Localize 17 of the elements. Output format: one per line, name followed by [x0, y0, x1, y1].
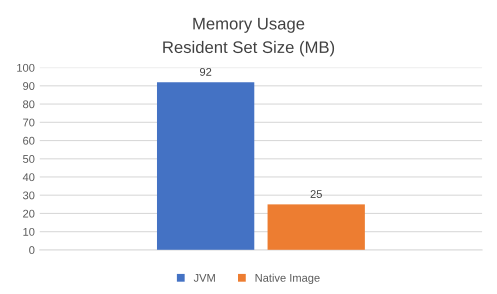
y-tick-label: 30	[22, 191, 34, 200]
legend-label: Native Image	[256, 274, 320, 284]
y-tick-label: 60	[23, 136, 34, 145]
y-tick-label: 40	[22, 173, 34, 182]
legend-label: JVM	[194, 274, 215, 282]
y-tick-label: 10	[23, 228, 34, 236]
y-tick-label: 80	[23, 100, 34, 108]
chart-subtitle: Resident Set Size (MB)	[163, 40, 334, 56]
y-tick-label: 70	[23, 118, 34, 126]
chart-title: Memory Usage	[193, 18, 304, 33]
data-label: 92	[200, 68, 212, 76]
y-tick-label: 50	[22, 155, 34, 163]
y-tick-label: 100	[17, 64, 34, 72]
y-tick-label: 0	[29, 246, 34, 254]
data-label: 25	[310, 190, 322, 198]
y-tick-label: 20	[23, 210, 34, 218]
y-tick-label: 90	[23, 82, 34, 90]
